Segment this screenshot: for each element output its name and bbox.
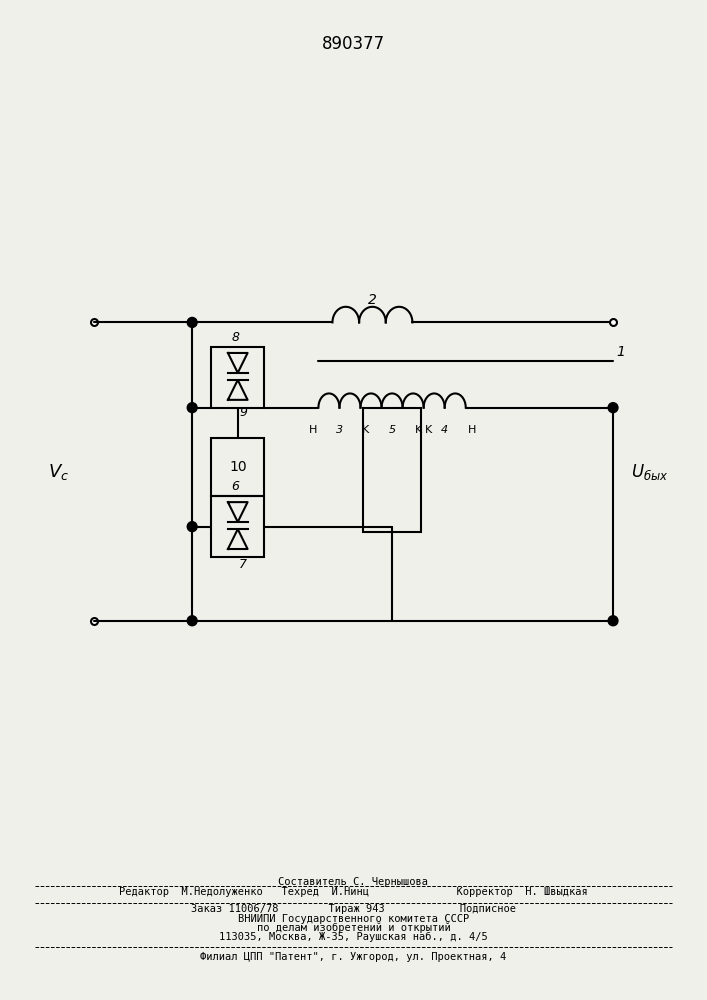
Text: 2: 2 <box>368 293 377 307</box>
Text: K: K <box>425 425 432 435</box>
Text: 7: 7 <box>239 558 247 571</box>
Text: 9: 9 <box>239 406 247 419</box>
Text: 8: 8 <box>232 331 240 344</box>
Circle shape <box>187 616 197 626</box>
Text: K: K <box>415 425 422 435</box>
Circle shape <box>608 403 618 413</box>
Bar <box>363 408 421 532</box>
Text: 5: 5 <box>389 425 396 435</box>
Text: 113035, Москва, Ж-35, Раушская наб., д. 4/5: 113035, Москва, Ж-35, Раушская наб., д. … <box>219 932 488 942</box>
Text: Филиал ЦПП "Патент", г. Ужгород, ул. Проектная, 4: Филиал ЦПП "Патент", г. Ужгород, ул. Про… <box>200 952 507 962</box>
Text: ВНИИПИ Государственного комитета СССР: ВНИИПИ Государственного комитета СССР <box>238 914 469 924</box>
Circle shape <box>608 616 618 626</box>
Text: H: H <box>309 425 317 435</box>
Text: $U_{\mathit{б ы х}}$: $U_{\mathit{б ы х}}$ <box>631 462 668 482</box>
Bar <box>211 347 264 408</box>
Circle shape <box>187 403 197 413</box>
Text: 1: 1 <box>617 345 626 359</box>
Text: 6: 6 <box>232 480 240 493</box>
Text: Редактор  М.Недолуженко   Техред  И.Нинц              Корректор  Н. Швыдкая: Редактор М.Недолуженко Техред И.Нинц Кор… <box>119 887 588 897</box>
Text: 10: 10 <box>229 460 247 474</box>
Text: Заказ 11006/78        Тираж 943            Подписное: Заказ 11006/78 Тираж 943 Подписное <box>191 904 516 914</box>
Text: K: K <box>362 425 369 435</box>
Circle shape <box>187 522 197 532</box>
Text: Составитель С. Чернышова: Составитель С. Чернышова <box>279 877 428 887</box>
Circle shape <box>187 317 197 327</box>
Text: $V_c$: $V_c$ <box>48 462 69 482</box>
Text: H: H <box>468 425 477 435</box>
Bar <box>211 438 264 496</box>
Text: 3: 3 <box>336 425 343 435</box>
Bar <box>211 496 264 557</box>
Text: 890377: 890377 <box>322 35 385 53</box>
Text: по делам изобретений и открытий: по делам изобретений и открытий <box>257 923 450 933</box>
Text: 4: 4 <box>441 425 448 435</box>
